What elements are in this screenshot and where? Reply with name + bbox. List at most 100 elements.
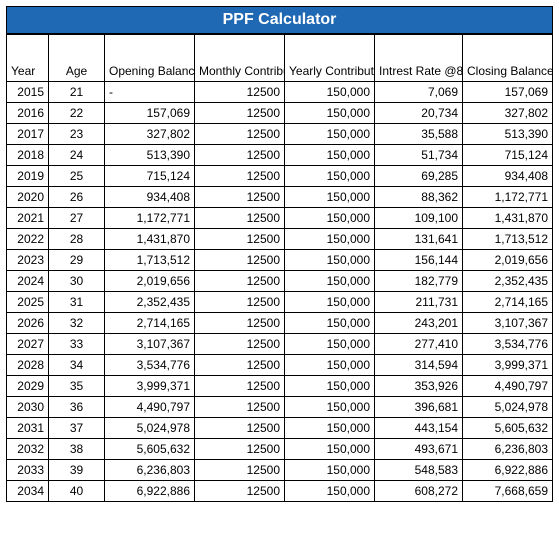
table-cell: 2028 <box>7 355 49 376</box>
table-cell: 2034 <box>7 481 49 502</box>
table-cell: 2020 <box>7 187 49 208</box>
table-cell: 12500 <box>195 271 285 292</box>
table-cell: 7,069 <box>375 82 463 103</box>
table-cell: 211,731 <box>375 292 463 313</box>
table-cell: 548,583 <box>375 460 463 481</box>
table-cell: 150,000 <box>285 397 375 418</box>
table-cell: 2,714,165 <box>463 292 553 313</box>
col-opening: Opening Balance <box>105 35 195 82</box>
table-cell: 51,734 <box>375 145 463 166</box>
table-row: 2030364,490,79712500150,000396,6815,024,… <box>7 397 553 418</box>
table-cell: 150,000 <box>285 376 375 397</box>
table-cell: 150,000 <box>285 166 375 187</box>
table-cell: 150,000 <box>285 124 375 145</box>
table-row: 2024302,019,65612500150,000182,7792,352,… <box>7 271 553 292</box>
table-cell: 327,802 <box>105 124 195 145</box>
table-cell: 40 <box>49 481 105 502</box>
table-row: 2028343,534,77612500150,000314,5943,999,… <box>7 355 553 376</box>
table-row: 2022281,431,87012500150,000131,6411,713,… <box>7 229 553 250</box>
header-row: Year Age Opening Balance Monthly Contrib… <box>7 35 553 82</box>
table-cell: 3,999,371 <box>463 355 553 376</box>
table-row: 201521-12500150,0007,069157,069 <box>7 82 553 103</box>
col-yearly: Yearly Contribution <box>285 35 375 82</box>
table-cell: 12500 <box>195 250 285 271</box>
table-row: 2027333,107,36712500150,000277,4103,534,… <box>7 334 553 355</box>
table-cell: 30 <box>49 271 105 292</box>
table-cell: 314,594 <box>375 355 463 376</box>
table-cell: 12500 <box>195 187 285 208</box>
table-cell: 157,069 <box>463 82 553 103</box>
table-cell: 608,272 <box>375 481 463 502</box>
table-cell: 12500 <box>195 208 285 229</box>
table-cell: 2018 <box>7 145 49 166</box>
table-cell: 150,000 <box>285 439 375 460</box>
table-row: 2026322,714,16512500150,000243,2013,107,… <box>7 313 553 334</box>
table-cell: 2019 <box>7 166 49 187</box>
table-cell: 2026 <box>7 313 49 334</box>
table-cell: 12500 <box>195 334 285 355</box>
table-row: 201622157,06912500150,00020,734327,802 <box>7 103 553 124</box>
table-cell: 934,408 <box>105 187 195 208</box>
table-cell: 2021 <box>7 208 49 229</box>
table-cell: 150,000 <box>285 334 375 355</box>
table-cell: 5,605,632 <box>463 418 553 439</box>
table-row: 201723327,80212500150,00035,588513,390 <box>7 124 553 145</box>
table-cell: 29 <box>49 250 105 271</box>
table-cell: 150,000 <box>285 418 375 439</box>
table-cell: 12500 <box>195 439 285 460</box>
table-cell: 3,999,371 <box>105 376 195 397</box>
table-cell: 12500 <box>195 397 285 418</box>
table-cell: 1,172,771 <box>463 187 553 208</box>
table-cell: 2,019,656 <box>105 271 195 292</box>
table-cell: 150,000 <box>285 271 375 292</box>
table-cell: 36 <box>49 397 105 418</box>
table-cell: 3,534,776 <box>105 355 195 376</box>
table-cell: 2025 <box>7 292 49 313</box>
table-cell: 715,124 <box>463 145 553 166</box>
table-cell: 5,605,632 <box>105 439 195 460</box>
table-cell: 1,713,512 <box>463 229 553 250</box>
table-cell: 39 <box>49 460 105 481</box>
table-cell: 4,490,797 <box>463 376 553 397</box>
table-cell: 12500 <box>195 355 285 376</box>
table-cell: 3,107,367 <box>463 313 553 334</box>
table-cell: 396,681 <box>375 397 463 418</box>
table-row: 2032385,605,63212500150,000493,6716,236,… <box>7 439 553 460</box>
table-cell: 157,069 <box>105 103 195 124</box>
table-cell: 150,000 <box>285 481 375 502</box>
table-cell: 27 <box>49 208 105 229</box>
table-cell: 2032 <box>7 439 49 460</box>
table-cell: 150,000 <box>285 292 375 313</box>
table-cell: 243,201 <box>375 313 463 334</box>
table-row: 2025312,352,43512500150,000211,7312,714,… <box>7 292 553 313</box>
table-cell: 513,390 <box>105 145 195 166</box>
table-cell: 150,000 <box>285 229 375 250</box>
table-cell: 2022 <box>7 229 49 250</box>
table-row: 202026934,40812500150,00088,3621,172,771 <box>7 187 553 208</box>
table-cell: 12500 <box>195 145 285 166</box>
table-cell: 182,779 <box>375 271 463 292</box>
table-row: 201824513,39012500150,00051,734715,124 <box>7 145 553 166</box>
table-cell: 88,362 <box>375 187 463 208</box>
table-cell: 12500 <box>195 376 285 397</box>
table-cell: 12500 <box>195 292 285 313</box>
table-cell: 2,352,435 <box>463 271 553 292</box>
ppf-calculator-table: PPF Calculator Year Age Opening Balance … <box>6 6 553 502</box>
table-cell: 12500 <box>195 418 285 439</box>
col-closing: Closing Balance <box>463 35 553 82</box>
table-cell: 150,000 <box>285 82 375 103</box>
table-cell: 12500 <box>195 460 285 481</box>
table-cell: 21 <box>49 82 105 103</box>
table-cell: 150,000 <box>285 145 375 166</box>
table-cell: 12500 <box>195 166 285 187</box>
table-cell: - <box>105 82 195 103</box>
table-cell: 25 <box>49 166 105 187</box>
table-cell: 2023 <box>7 250 49 271</box>
table-cell: 12500 <box>195 103 285 124</box>
table-cell: 24 <box>49 145 105 166</box>
table-cell: 32 <box>49 313 105 334</box>
table-cell: 1,431,870 <box>105 229 195 250</box>
table-cell: 1,172,771 <box>105 208 195 229</box>
table-cell: 493,671 <box>375 439 463 460</box>
data-table: Year Age Opening Balance Monthly Contrib… <box>6 34 553 502</box>
